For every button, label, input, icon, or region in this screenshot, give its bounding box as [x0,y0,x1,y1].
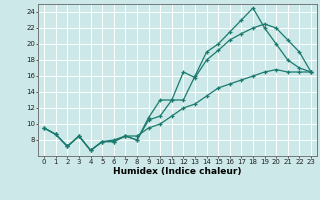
X-axis label: Humidex (Indice chaleur): Humidex (Indice chaleur) [113,167,242,176]
